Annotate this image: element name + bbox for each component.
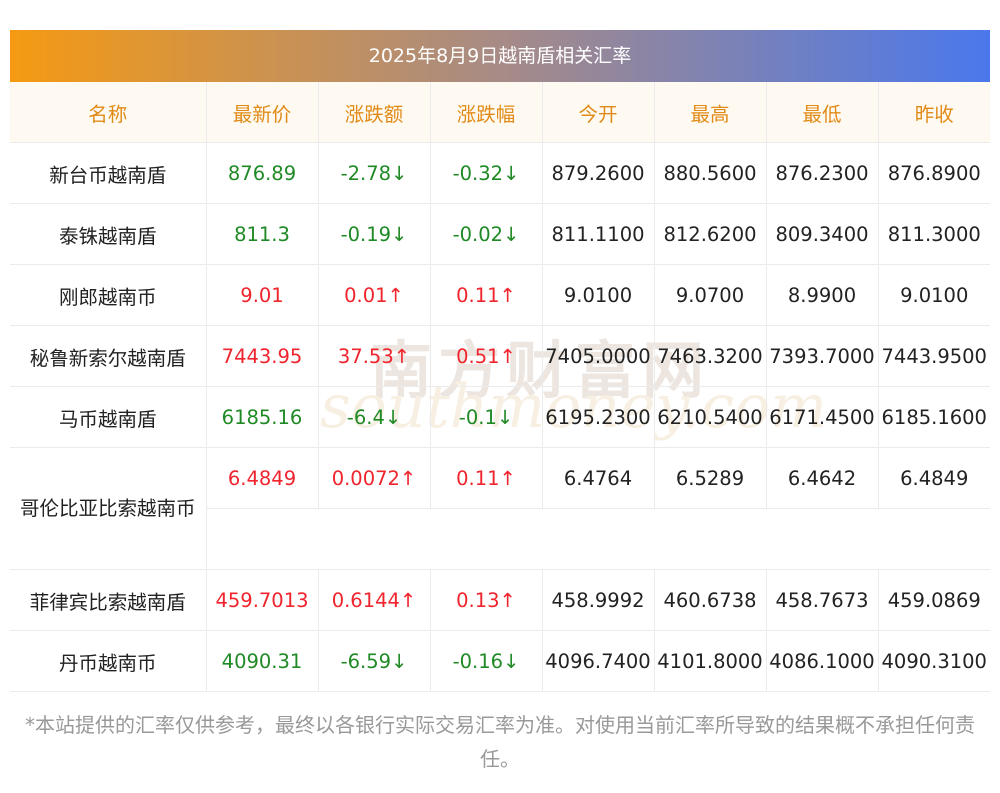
row-prev: 4090.3100 (878, 630, 990, 692)
row-prev: 459.0869 (878, 569, 990, 631)
row-open: 4096.7400 (542, 630, 655, 692)
row-name: 刚郎越南币 (10, 264, 207, 326)
row-low: 6.4642 (766, 447, 879, 509)
row-name: 哥伦比亚比索越南币 (10, 447, 207, 570)
row-pct: 0.51↑ (430, 325, 543, 387)
row-name: 丹币越南币 (10, 630, 207, 692)
row-price: 459.7013 (206, 569, 319, 631)
table-row: 马币越南盾 6185.16 -6.4↓ -0.1↓ 6195.2300 6210… (10, 386, 990, 448)
column-header-prev: 昨收 (878, 82, 990, 143)
table-row: 秘鲁新索尔越南盾 7443.95 37.53↑ 0.51↑ 7405.0000 … (10, 325, 990, 387)
row-price: 6185.16 (206, 386, 319, 448)
table-row: 泰铢越南盾 811.3 -0.19↓ -0.02↓ 811.1100 812.6… (10, 203, 990, 265)
row-prev: 7443.9500 (878, 325, 990, 387)
disclaimer-footnote: *本站提供的汇率仅供参考，最终以各银行实际交易汇率为准。对使用当前汇率所导致的结… (25, 713, 975, 771)
column-header-change: 涨跌额 (318, 82, 431, 143)
column-header-pct: 涨跌幅 (430, 82, 543, 143)
row-price: 811.3 (206, 203, 319, 265)
row-low: 6171.4500 (766, 386, 879, 448)
row-pct: 0.13↑ (430, 569, 543, 631)
row-high: 7463.3200 (654, 325, 767, 387)
row-open: 879.2600 (542, 142, 655, 204)
row-low: 809.3400 (766, 203, 879, 265)
row-prev: 811.3000 (878, 203, 990, 265)
row-high: 6.5289 (654, 447, 767, 509)
row-pct: -0.1↓ (430, 386, 543, 448)
row-low: 4086.1000 (766, 630, 879, 692)
row-price: 6.4849 (206, 447, 319, 509)
row-high: 812.6200 (654, 203, 767, 265)
column-header-low: 最低 (766, 82, 879, 143)
row-high: 4101.8000 (654, 630, 767, 692)
row-price: 7443.95 (206, 325, 319, 387)
empty-cell (206, 508, 990, 570)
row-pct: -0.16↓ (430, 630, 543, 692)
table-row-spacer (10, 508, 990, 570)
row-prev: 6.4849 (878, 447, 990, 509)
row-price: 876.89 (206, 142, 319, 204)
row-change: -2.78↓ (318, 142, 431, 204)
row-open: 6195.2300 (542, 386, 655, 448)
column-header-price: 最新价 (206, 82, 319, 143)
row-price: 4090.31 (206, 630, 319, 692)
row-low: 7393.7000 (766, 325, 879, 387)
row-change: 0.01↑ (318, 264, 431, 326)
exchange-rate-table: 名称 最新价 涨跌额 涨跌幅 今开 最高 最低 昨收 新台币越南盾 876.89… (10, 82, 990, 692)
row-name: 马币越南盾 (10, 386, 207, 448)
row-open: 7405.0000 (542, 325, 655, 387)
row-change: 0.0072↑ (318, 447, 431, 509)
column-header-name: 名称 (10, 82, 207, 143)
row-low: 876.2300 (766, 142, 879, 204)
table-row: 新台币越南盾 876.89 -2.78↓ -0.32↓ 879.2600 880… (10, 142, 990, 204)
row-prev: 876.8900 (878, 142, 990, 204)
row-name: 新台币越南盾 (10, 142, 207, 204)
row-open: 811.1100 (542, 203, 655, 265)
row-name: 秘鲁新索尔越南盾 (10, 325, 207, 387)
row-open: 9.0100 (542, 264, 655, 326)
row-prev: 9.0100 (878, 264, 990, 326)
row-pct: -0.02↓ (430, 203, 543, 265)
table-row: 刚郎越南币 9.01 0.01↑ 0.11↑ 9.0100 9.0700 8.9… (10, 264, 990, 326)
row-pct: -0.32↓ (430, 142, 543, 204)
table-row: 丹币越南币 4090.31 -6.59↓ -0.16↓ 4096.7400 41… (10, 630, 990, 692)
row-pct: 0.11↑ (430, 264, 543, 326)
row-pct: 0.11↑ (430, 447, 543, 509)
table-row: 哥伦比亚比索越南币 6.4849 0.0072↑ 0.11↑ 6.4764 6.… (10, 447, 990, 570)
row-open: 6.4764 (542, 447, 655, 509)
page-title: 2025年8月9日越南盾相关汇率 (10, 30, 990, 82)
row-price: 9.01 (206, 264, 319, 326)
row-change: -0.19↓ (318, 203, 431, 265)
row-open: 458.9992 (542, 569, 655, 631)
row-high: 6210.5400 (654, 386, 767, 448)
table-header-row: 名称 最新价 涨跌额 涨跌幅 今开 最高 最低 昨收 (10, 82, 990, 143)
row-prev: 6185.1600 (878, 386, 990, 448)
row-name: 泰铢越南盾 (10, 203, 207, 265)
table-row: 菲律宾比索越南盾 459.7013 0.6144↑ 0.13↑ 458.9992… (10, 569, 990, 631)
row-high: 9.0700 (654, 264, 767, 326)
row-change: -6.59↓ (318, 630, 431, 692)
row-low: 8.9900 (766, 264, 879, 326)
column-header-open: 今开 (542, 82, 655, 143)
column-header-high: 最高 (654, 82, 767, 143)
row-change: -6.4↓ (318, 386, 431, 448)
row-change: 37.53↑ (318, 325, 431, 387)
row-change: 0.6144↑ (318, 569, 431, 631)
row-high: 880.5600 (654, 142, 767, 204)
row-low: 458.7673 (766, 569, 879, 631)
row-high: 460.6738 (654, 569, 767, 631)
row-name: 菲律宾比索越南盾 (10, 569, 207, 631)
